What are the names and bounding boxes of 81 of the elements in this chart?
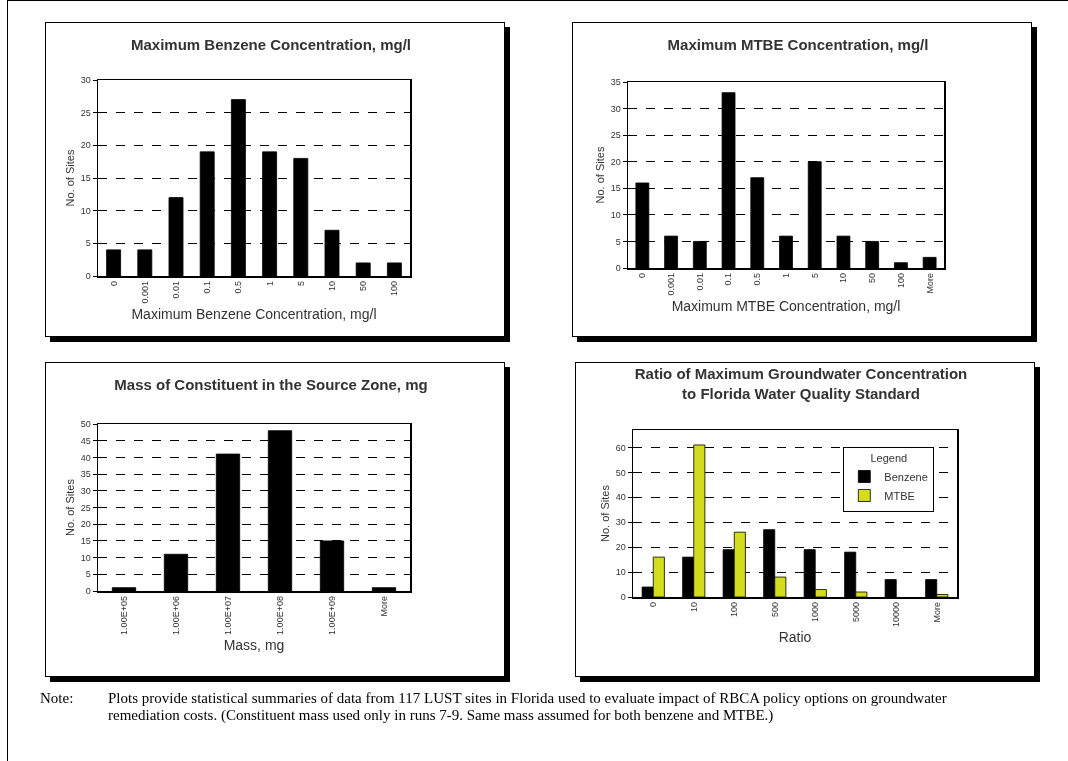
x-tick-label: 100 [895, 273, 906, 289]
y-tick-label: 35 [80, 469, 91, 480]
x-axis-title: Maximum Benzene Concentration, mg/l [131, 305, 377, 322]
x-tick-label: 1 [264, 281, 275, 287]
x-tick-label: 5 [295, 281, 306, 287]
legend-title: Legend [870, 452, 908, 464]
x-tick-label: 0.1 [202, 281, 213, 294]
y-tick-label: 5 [615, 236, 621, 247]
y-tick-label: 10 [80, 205, 91, 216]
y-tick-label: 10 [610, 210, 621, 221]
y-tick-label: 40 [615, 492, 626, 503]
y-tick-label: 50 [80, 419, 91, 430]
y-tick-label: 15 [610, 183, 621, 194]
x-tick-label: 0 [648, 602, 659, 608]
x-tick-label: 0.5 [233, 281, 244, 294]
x-tick-label: 0.1 [723, 273, 734, 286]
x-tick-label: 0.01 [694, 273, 705, 291]
y-tick-label: 20 [80, 140, 91, 151]
x-tick-label: 1.00E+09 [326, 596, 337, 635]
y-tick-label: 20 [80, 519, 91, 530]
y-tick-label: 60 [615, 442, 626, 453]
text: Note: Plots provide statistical summaries of data from 117 LUST sites in Florida used to evaluate impact of RBCA policy options on groundwater remediation costs. (Constituent mass used only in runs 7-9. Same mass assumed for both benzene and MTBE.) [40, 690, 947, 723]
chart-title: Maximum MTBE Concentration, mg/l [667, 35, 929, 53]
y-tick-label: 45 [80, 435, 91, 446]
y-tick-label: 20 [610, 156, 621, 167]
x-tick-label: 50 [358, 281, 369, 292]
y-tick-label: 10 [80, 552, 91, 563]
y-tick-label: 25 [80, 107, 91, 118]
y-tick-label: 15 [80, 173, 91, 184]
y-axis-title: No. of Sites [63, 149, 76, 207]
y-tick-label: 20 [615, 542, 626, 553]
x-tick-label: 10 [838, 273, 849, 284]
y-tick-label: 10 [615, 567, 626, 578]
chart-title: Ratio of Maximum Groundwater Concentration to Florida Water Quality Standard [634, 365, 968, 402]
x-tick-label: 1.00E+07 [222, 596, 233, 635]
y-tick-label: 25 [80, 502, 91, 513]
x-axis-title: Ratio [778, 629, 812, 646]
x-tick-label: More [931, 602, 942, 623]
x-tick-label: 5000 [850, 602, 861, 623]
y-axis-title: No. of Sites [63, 478, 76, 536]
x-tick-label: 1.00E+08 [274, 596, 285, 635]
x-tick-label: More [924, 273, 935, 294]
x-tick-label: More [378, 596, 389, 617]
x-tick-label: 500 [769, 602, 780, 618]
y-tick-label: 30 [610, 103, 621, 114]
x-tick-label: 100 [729, 602, 740, 618]
legend-label: MTBE [884, 489, 915, 502]
x-tick-label: 100 [389, 281, 400, 297]
y-tick-label: 35 [610, 77, 621, 88]
x-tick-label: 0.5 [752, 273, 763, 286]
legend-label: Benzene [884, 470, 928, 483]
x-tick-label: 0.001 [139, 281, 150, 304]
y-axis-title: No. of Sites [593, 146, 606, 204]
x-tick-label: 0 [637, 273, 648, 279]
y-tick-label: 50 [615, 467, 626, 478]
y-tick-label: 25 [610, 130, 621, 141]
chart-title: Mass of Constituent in the Source Zone, mg [114, 375, 428, 393]
x-tick-label: 0 [108, 281, 119, 287]
x-tick-label: 1.00E+06 [170, 596, 181, 635]
x-axis-title: Maximum MTBE Concentration, mg/l [671, 297, 901, 314]
x-tick-label: 50 [867, 273, 878, 284]
x-axis-title: Mass, mg [223, 636, 285, 653]
y-tick-label: 30 [80, 75, 91, 86]
y-tick-label: 40 [80, 452, 91, 463]
y-tick-label: 0 [85, 586, 91, 597]
chart-title: Maximum Benzene Concentration, mg/l [130, 35, 412, 53]
y-tick-label: 30 [615, 517, 626, 528]
x-tick-label: 10 [326, 281, 337, 292]
x-tick-label: 10000 [891, 602, 902, 628]
x-tick-label: 5 [809, 273, 820, 279]
x-tick-label: 1000 [810, 602, 821, 623]
y-tick-label: 5 [85, 569, 91, 580]
x-tick-label: 0.01 [170, 281, 181, 299]
x-tick-label: 1 [780, 273, 791, 279]
y-tick-label: 30 [80, 485, 91, 496]
x-tick-label: 10 [688, 602, 699, 613]
x-tick-label: 1.00E+05 [118, 596, 129, 635]
x-tick-label: 0.001 [666, 273, 677, 296]
y-tick-label: 15 [80, 536, 91, 547]
y-tick-label: 5 [85, 238, 91, 249]
y-axis-title: No. of Sites [598, 484, 611, 542]
